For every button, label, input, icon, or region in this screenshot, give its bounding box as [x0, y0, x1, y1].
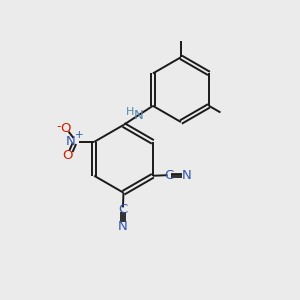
Text: N: N [65, 135, 75, 148]
Text: C: C [164, 169, 174, 182]
Text: O: O [62, 149, 73, 162]
Text: N: N [182, 169, 192, 182]
Text: +: + [75, 130, 84, 140]
Text: N: N [134, 109, 144, 122]
Text: C: C [118, 203, 128, 216]
Text: -: - [56, 120, 60, 133]
Text: H: H [126, 107, 134, 118]
Text: O: O [60, 122, 70, 135]
Text: N: N [118, 220, 128, 233]
